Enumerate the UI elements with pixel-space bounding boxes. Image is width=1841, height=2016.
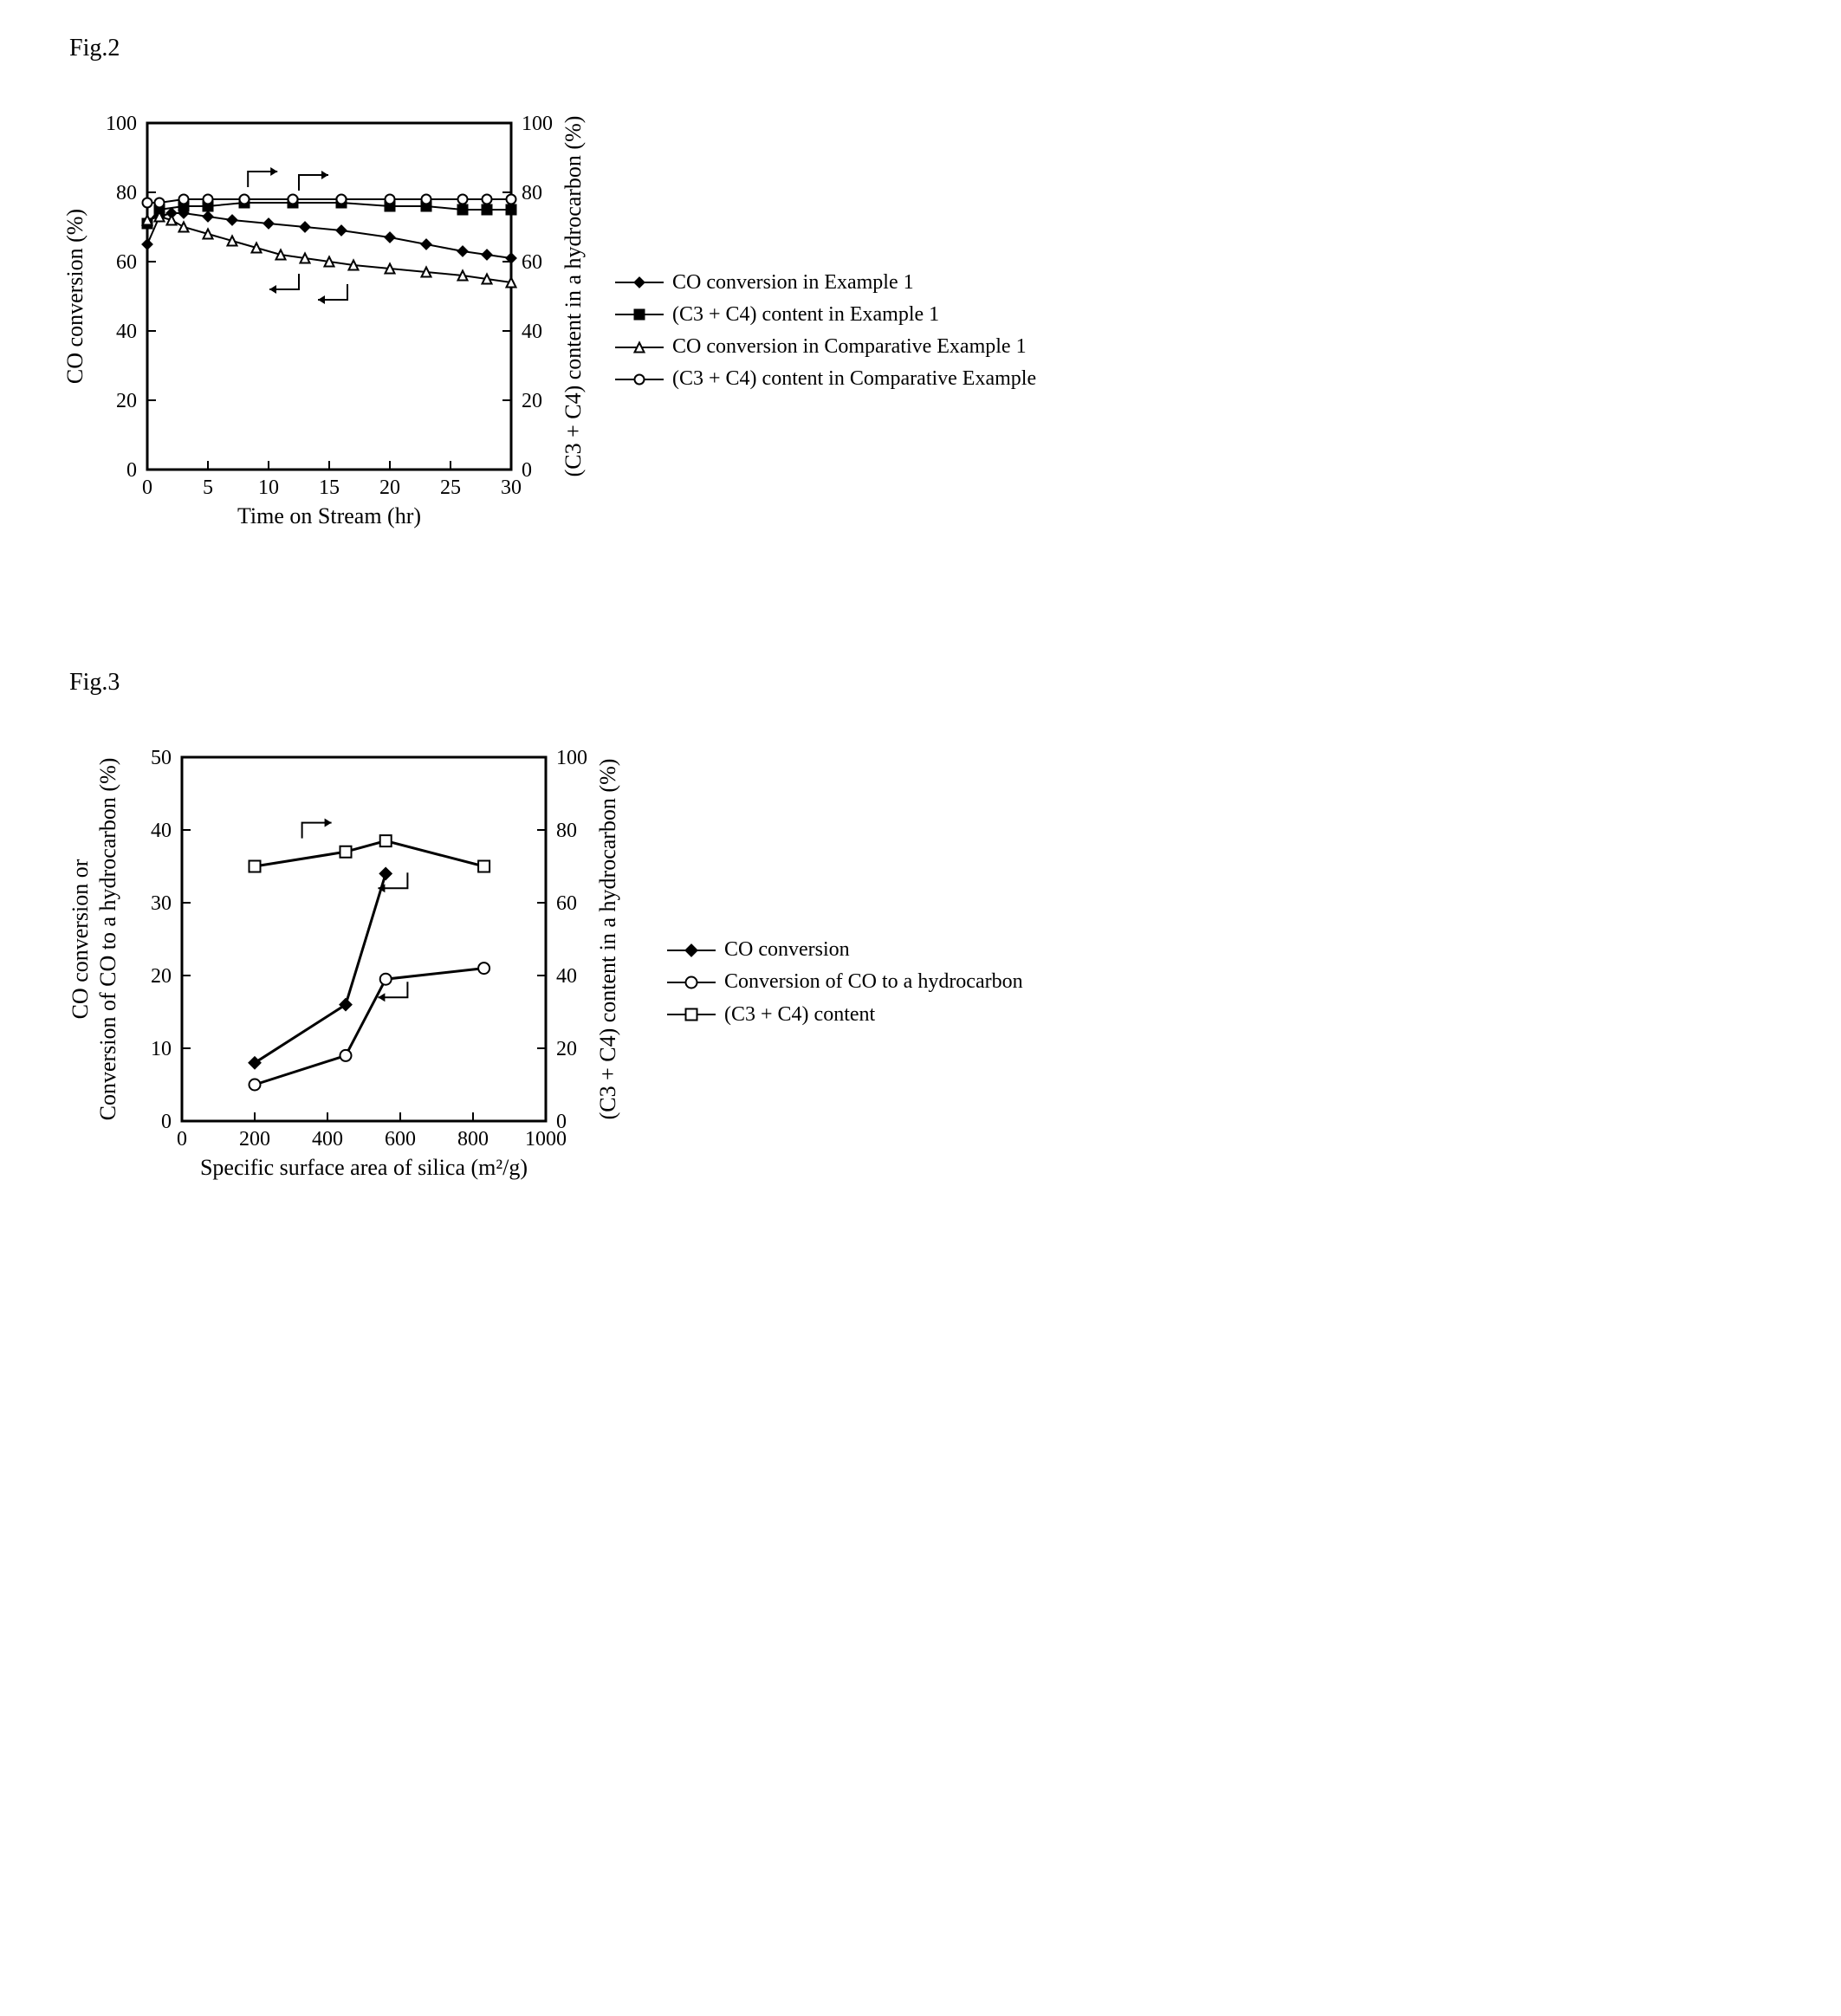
legend-swatch xyxy=(615,339,664,356)
svg-text:10: 10 xyxy=(151,1038,172,1060)
svg-text:0: 0 xyxy=(522,459,532,482)
svg-text:20: 20 xyxy=(379,476,400,499)
svg-text:40: 40 xyxy=(116,321,137,343)
figure-3-chart: 0200400600800100001020304050020406080100… xyxy=(35,731,641,1234)
svg-text:0: 0 xyxy=(161,1111,172,1133)
svg-text:0: 0 xyxy=(142,476,152,499)
svg-text:80: 80 xyxy=(556,820,577,842)
svg-text:5: 5 xyxy=(203,476,213,499)
svg-text:0: 0 xyxy=(126,459,137,482)
svg-text:60: 60 xyxy=(556,892,577,915)
svg-text:20: 20 xyxy=(522,390,542,412)
svg-text:20: 20 xyxy=(151,965,172,988)
figure-2-label: Fig.2 xyxy=(69,35,1806,62)
svg-text:20: 20 xyxy=(116,390,137,412)
svg-text:40: 40 xyxy=(151,820,172,842)
legend-label: Conversion of CO to a hydrocarbon xyxy=(724,966,1023,998)
svg-text:100: 100 xyxy=(106,113,137,135)
svg-text:0: 0 xyxy=(177,1128,187,1151)
legend-swatch xyxy=(667,942,716,959)
figure-3-block: Fig.3 0200400600800100001020304050020406… xyxy=(35,669,1806,1234)
svg-text:(C3 + C4) content in a hydroca: (C3 + C4) content in a hydrocarbon (%) xyxy=(595,759,620,1120)
legend-item: Conversion of CO to a hydrocarbon xyxy=(667,966,1023,998)
svg-text:50: 50 xyxy=(151,747,172,769)
legend-label: (C3 + C4) content xyxy=(724,999,875,1031)
legend-swatch xyxy=(667,974,716,991)
svg-text:40: 40 xyxy=(556,965,577,988)
legend-label: (C3 + C4) content in Example 1 xyxy=(672,299,939,331)
svg-text:Conversion of CO to a hydrocar: Conversion of CO to a hydrocarbon (%) xyxy=(95,758,120,1121)
legend-item: (C3 + C4) content xyxy=(667,999,1023,1031)
figure-2-block: Fig.2 0510152025300204060801000204060801… xyxy=(35,35,1806,565)
legend-swatch xyxy=(615,371,664,388)
svg-text:100: 100 xyxy=(556,747,587,769)
legend-label: CO conversion in Example 1 xyxy=(672,267,914,299)
legend-item: CO conversion in Example 1 xyxy=(615,267,1036,299)
legend-label: CO conversion xyxy=(724,934,850,966)
figure-2-chart: 051015202530020406080100020406080100Time… xyxy=(35,97,589,565)
svg-text:40: 40 xyxy=(522,321,542,343)
svg-text:Specific surface area of silic: Specific surface area of silica (m²/g) xyxy=(200,1155,528,1180)
legend-item: CO conversion in Comparative Example 1 xyxy=(615,331,1036,363)
figure-2-row: 051015202530020406080100020406080100Time… xyxy=(35,97,1806,565)
svg-text:15: 15 xyxy=(319,476,340,499)
svg-text:0: 0 xyxy=(556,1111,567,1133)
svg-text:(C3 + C4) content in a hydroca: (C3 + C4) content in a hydrocarbon (%) xyxy=(561,116,586,477)
svg-text:Time on Stream (hr): Time on Stream (hr) xyxy=(237,503,421,528)
svg-text:10: 10 xyxy=(258,476,279,499)
svg-text:200: 200 xyxy=(239,1128,270,1151)
svg-text:80: 80 xyxy=(116,182,137,204)
legend-label: (C3 + C4) content in Comparative Example xyxy=(672,363,1036,395)
legend-item: CO conversion xyxy=(667,934,1023,966)
svg-text:60: 60 xyxy=(522,251,542,274)
svg-text:800: 800 xyxy=(457,1128,489,1151)
figure-3-legend: CO conversionConversion of CO to a hydro… xyxy=(667,934,1023,1031)
svg-text:CO conversion (%): CO conversion (%) xyxy=(62,209,88,384)
legend-label: CO conversion in Comparative Example 1 xyxy=(672,331,1027,363)
svg-text:100: 100 xyxy=(522,113,553,135)
svg-text:400: 400 xyxy=(312,1128,343,1151)
svg-text:30: 30 xyxy=(501,476,522,499)
svg-text:CO conversion or: CO conversion or xyxy=(68,859,93,1019)
figure-2-legend: CO conversion in Example 1(C3 + C4) cont… xyxy=(615,267,1036,396)
figure-3-label: Fig.3 xyxy=(69,669,1806,697)
legend-swatch xyxy=(667,1006,716,1023)
legend-item: (C3 + C4) content in Example 1 xyxy=(615,299,1036,331)
legend-item: (C3 + C4) content in Comparative Example xyxy=(615,363,1036,395)
legend-swatch xyxy=(615,274,664,291)
svg-text:25: 25 xyxy=(440,476,461,499)
svg-text:600: 600 xyxy=(385,1128,416,1151)
legend-swatch xyxy=(615,306,664,323)
svg-text:60: 60 xyxy=(116,251,137,274)
svg-text:20: 20 xyxy=(556,1038,577,1060)
svg-text:80: 80 xyxy=(522,182,542,204)
svg-text:30: 30 xyxy=(151,892,172,915)
figure-3-row: 0200400600800100001020304050020406080100… xyxy=(35,731,1806,1234)
